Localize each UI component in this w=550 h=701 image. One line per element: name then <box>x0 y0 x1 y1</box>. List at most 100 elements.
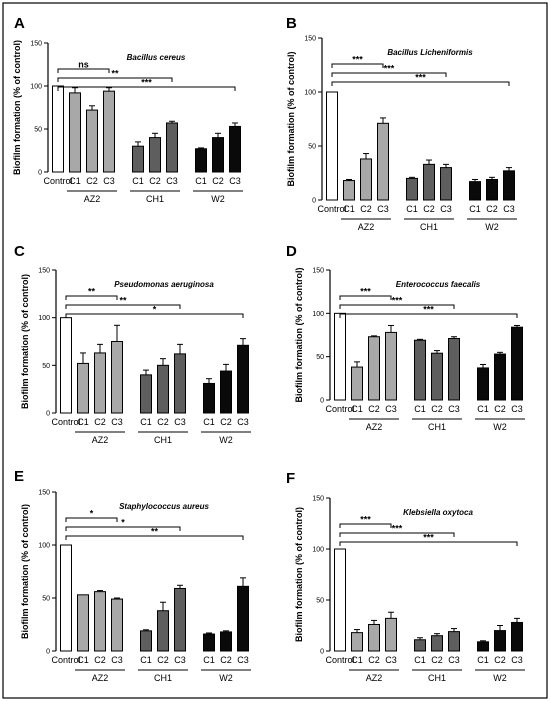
bar-2 <box>86 109 98 173</box>
x-tick-label: C3 <box>377 204 389 214</box>
y-tick-label: 150 <box>38 268 50 275</box>
bar-5 <box>431 635 443 652</box>
bar-8 <box>494 353 506 401</box>
x-tick-label: C2 <box>220 417 232 427</box>
x-tick-label: C2 <box>149 176 161 186</box>
x-tick-label: C3 <box>174 417 186 427</box>
x-tick-label: C2 <box>360 204 372 214</box>
bar-0 <box>326 91 338 201</box>
significance-label: ns <box>78 60 89 70</box>
chart-title: Klebsiella oxytoca <box>403 508 473 517</box>
bar-6 <box>448 337 460 401</box>
x-tick-label: C3 <box>511 655 523 665</box>
chart-title: Bacillus Licheniformis <box>387 48 473 57</box>
y-tick-label: 0 <box>320 398 324 405</box>
significance-bracket <box>57 77 173 82</box>
x-tick-label: C1 <box>77 655 89 665</box>
panel-letter: C <box>14 243 25 260</box>
panel-letter: E <box>14 468 24 485</box>
x-tick-label: C3 <box>166 176 178 186</box>
x-tick-label: C1 <box>77 417 89 427</box>
y-tick-label: 50 <box>42 596 50 603</box>
significance-label: * <box>90 509 94 519</box>
x-tick-label: C1 <box>414 655 426 665</box>
bar-2 <box>360 158 372 201</box>
bar-5 <box>423 163 435 201</box>
bar-4 <box>140 630 152 652</box>
bar-6 <box>174 353 186 414</box>
y-tick-label: 100 <box>312 547 324 554</box>
group-label: W2 <box>493 673 507 683</box>
y-tick-label: 0 <box>46 411 50 418</box>
panel-letter: D <box>286 243 297 260</box>
significance-bracket <box>65 295 118 300</box>
x-tick-label: C2 <box>157 655 169 665</box>
chart-title: Bacillus cereus <box>127 53 186 62</box>
bar-9 <box>503 170 515 201</box>
group-label: CH1 <box>428 422 446 432</box>
y-tick-label: 100 <box>312 311 324 318</box>
x-tick-label: C3 <box>448 655 460 665</box>
bar-3 <box>111 341 123 414</box>
y-axis-label: Biofilm formation (% of control) <box>294 507 304 642</box>
y-tick-label: 50 <box>34 127 42 134</box>
x-tick-label: C1 <box>343 204 355 214</box>
significance-label: ** <box>151 527 159 537</box>
group-label: W2 <box>219 435 233 445</box>
bar-1 <box>351 632 363 652</box>
bar-3 <box>385 331 397 401</box>
significance-bracket <box>339 523 392 528</box>
panel-b: B Bacillus Licheniformis 0 50 100 150 Biofilm … <box>286 15 517 232</box>
y-axis-label: Biofilm formation (% of control) <box>286 52 296 187</box>
x-tick-label: C1 <box>414 404 426 414</box>
x-tick-label: C1 <box>195 176 207 186</box>
x-tick-label: C1 <box>406 204 418 214</box>
bar-9 <box>237 585 249 652</box>
group-label: AZ2 <box>366 422 383 432</box>
x-tick-label: C1 <box>140 417 152 427</box>
x-tick-label: C3 <box>511 404 523 414</box>
y-tick-label: 0 <box>38 170 42 177</box>
x-tick-label: C3 <box>174 655 186 665</box>
bar-2 <box>368 623 380 652</box>
significance-label: *** <box>141 78 152 88</box>
x-tick-label: C3 <box>440 204 452 214</box>
significance-label: * <box>153 305 157 315</box>
significance-bracket <box>339 295 392 300</box>
bar-4 <box>414 639 426 652</box>
x-tick-label: Control <box>317 204 346 214</box>
bar-4 <box>132 145 144 173</box>
x-tick-label: C2 <box>368 404 380 414</box>
bar-3 <box>377 122 389 201</box>
x-tick-label: C2 <box>86 176 98 186</box>
group-label: AZ2 <box>358 222 375 232</box>
x-tick-label: C3 <box>385 655 397 665</box>
x-tick-label: C2 <box>212 176 224 186</box>
group-label: W2 <box>211 194 225 204</box>
bar-8 <box>220 370 232 414</box>
bar-6 <box>448 631 460 652</box>
panel-e: E Staphylococcus aureus 0 50 100 150 Biofilm f… <box>14 468 251 683</box>
x-tick-label: C3 <box>111 417 123 427</box>
bar-9 <box>229 125 241 173</box>
x-tick-label: Control <box>51 655 80 665</box>
y-axis-label: Biofilm formation (% of control) <box>294 268 304 403</box>
bar-5 <box>431 352 443 401</box>
significance-bracket <box>331 81 510 86</box>
x-tick-label: C2 <box>220 655 232 665</box>
group-label: W2 <box>485 222 499 232</box>
y-tick-label: 50 <box>42 363 50 370</box>
x-tick-label: C3 <box>103 176 115 186</box>
y-tick-label: 50 <box>308 144 316 151</box>
panel-letter: F <box>286 470 295 487</box>
x-tick-label: C2 <box>494 655 506 665</box>
x-tick-label: C3 <box>503 204 515 214</box>
panel-c: C Pseudomonas aeruginosa 0 50 100 150 Biofilm … <box>14 243 251 445</box>
bar-9 <box>511 326 523 401</box>
significance-bracket <box>65 313 244 318</box>
significance-bracket <box>65 304 181 309</box>
x-tick-label: C1 <box>477 404 489 414</box>
x-tick-label: C1 <box>351 404 363 414</box>
group-label: AZ2 <box>92 673 109 683</box>
